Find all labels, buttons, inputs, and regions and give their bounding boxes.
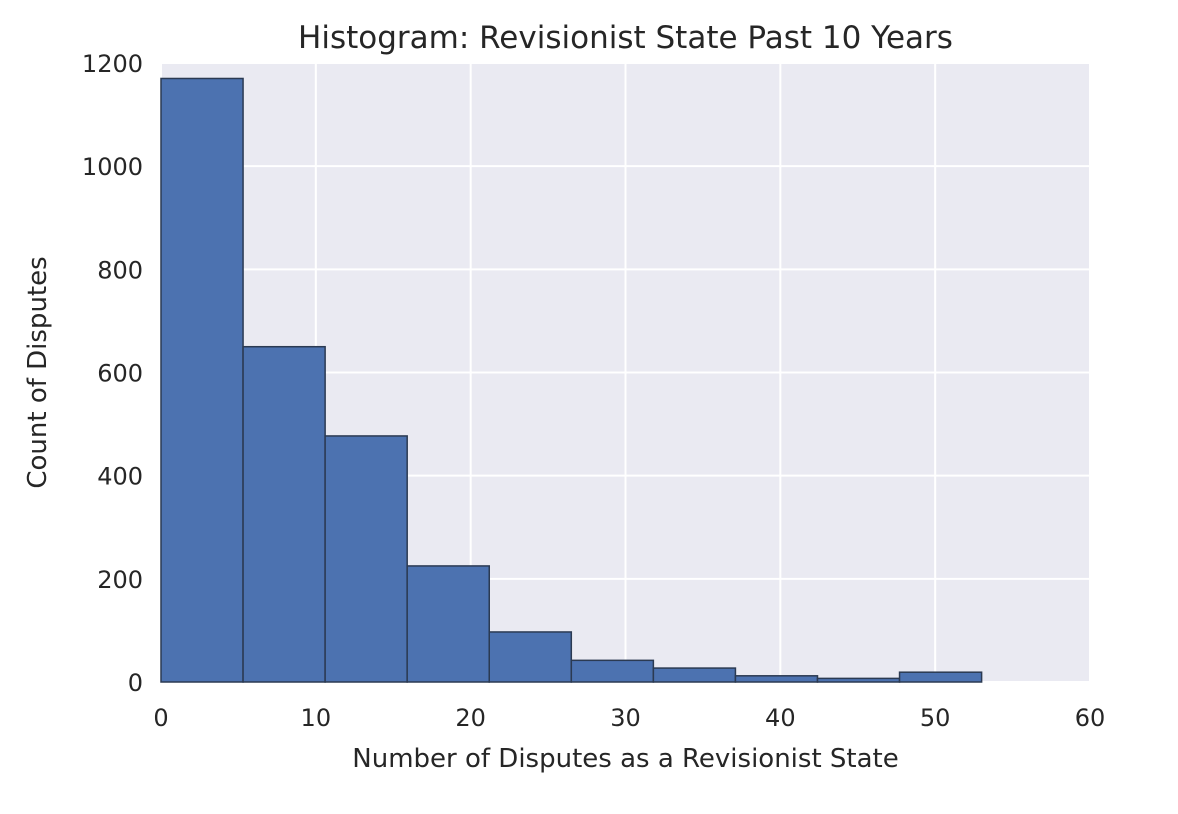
histogram-bar <box>406 565 490 683</box>
chart-title: Histogram: Revisionist State Past 10 Yea… <box>298 20 953 56</box>
histogram-bar <box>734 675 819 683</box>
y-tick-label: 600 <box>97 360 143 388</box>
y-tick-label: 400 <box>97 463 143 491</box>
histogram-bar <box>816 677 901 683</box>
histogram-bar <box>652 667 737 683</box>
y-tick-label: 800 <box>97 256 143 284</box>
y-axis-title: Count of Disputes <box>23 256 53 488</box>
histogram-bar <box>570 659 655 683</box>
x-tick-label: 0 <box>153 704 168 732</box>
y-tick-labels: 0 200 400 600 800 1000 1200 <box>82 50 143 697</box>
y-tick-label: 200 <box>97 566 143 594</box>
histogram-bar <box>488 631 573 683</box>
histogram-bar <box>898 671 983 683</box>
histogram-bar <box>324 435 408 683</box>
x-tick-label: 40 <box>765 704 796 732</box>
y-tick-label: 1000 <box>82 153 143 181</box>
x-tick-label: 20 <box>455 704 486 732</box>
histogram-bar <box>160 77 244 683</box>
histogram-bar <box>242 345 326 683</box>
x-tick-labels: 0 10 20 30 40 50 60 <box>153 704 1105 732</box>
y-tick-label: 1200 <box>82 50 143 78</box>
y-tick-label: 0 <box>128 669 143 697</box>
x-axis-title: Number of Disputes as a Revisionist Stat… <box>352 744 898 774</box>
x-tick-label: 50 <box>920 704 951 732</box>
histogram-bars <box>160 77 983 683</box>
x-tick-label: 10 <box>301 704 332 732</box>
x-tick-label: 60 <box>1075 704 1106 732</box>
x-tick-label: 30 <box>610 704 641 732</box>
